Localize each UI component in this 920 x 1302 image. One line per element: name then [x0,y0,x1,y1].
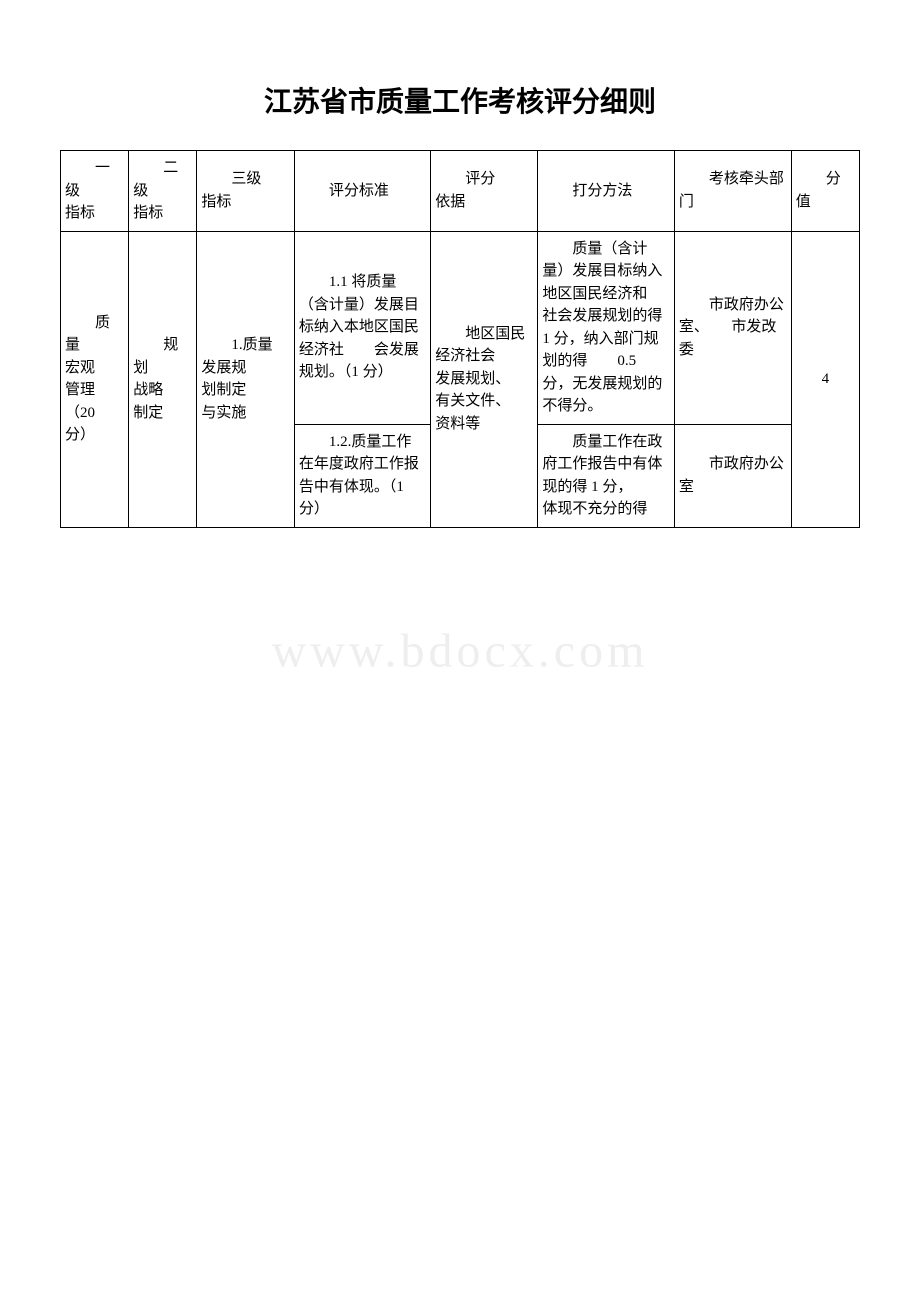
cell-standard-1: 1.1 将质量（含计量）发展目标纳入本地区国民经济社 会发展规划。（1 分） [294,231,430,424]
cell-level2: 规划 战略 制定 [129,231,197,527]
header-row: 一级 指标 二级 指标 三级 指标 评分标准 评分 依据 打分方法 考核牵头部门… [61,151,860,232]
header-level3: 三级 指标 [197,151,294,232]
page-title: 江苏省市质量工作考核评分细则 [60,80,860,120]
header-standard: 评分标准 [294,151,430,232]
cell-level1: 质量 宏观 管理 （20 分） [61,231,129,527]
cell-level3: 1.质量 发展规 划制定 与实施 [197,231,294,527]
cell-dept-1: 市政府办公室、 市发改委 [674,231,791,424]
header-score: 分值 [791,151,859,232]
cell-basis-1: 地区国民 经济社会 发展规划、 有关文件、 资料等 [431,231,538,527]
header-level2: 二级 指标 [129,151,197,232]
cell-method-1: 质量（含计量）发展目标纳入地区国民经济和 社会发展规划的得 1 分，纳入部门规划… [538,231,674,424]
cell-dept-2: 市政府办公室 [674,424,791,527]
header-method: 打分方法 [538,151,674,232]
cell-score-1: 4 [791,231,859,527]
cell-method-2: 质量工作在政府工作报告中有体现的得 1 分， 体现不充分的得 [538,424,674,527]
header-level1: 一级 指标 [61,151,129,232]
table-row: 质量 宏观 管理 （20 分） 规划 战略 制定 1.质量 发展规 划制定 与实… [61,231,860,424]
header-basis: 评分 依据 [431,151,538,232]
cell-standard-2: 1.2.质量工作在年度政府工作报告中有体现。（1分） [294,424,430,527]
header-dept: 考核牵头部门 [674,151,791,232]
watermark: www.bdocx.com [272,624,649,679]
scoring-table: 一级 指标 二级 指标 三级 指标 评分标准 评分 依据 打分方法 考核牵头部门… [60,150,860,528]
